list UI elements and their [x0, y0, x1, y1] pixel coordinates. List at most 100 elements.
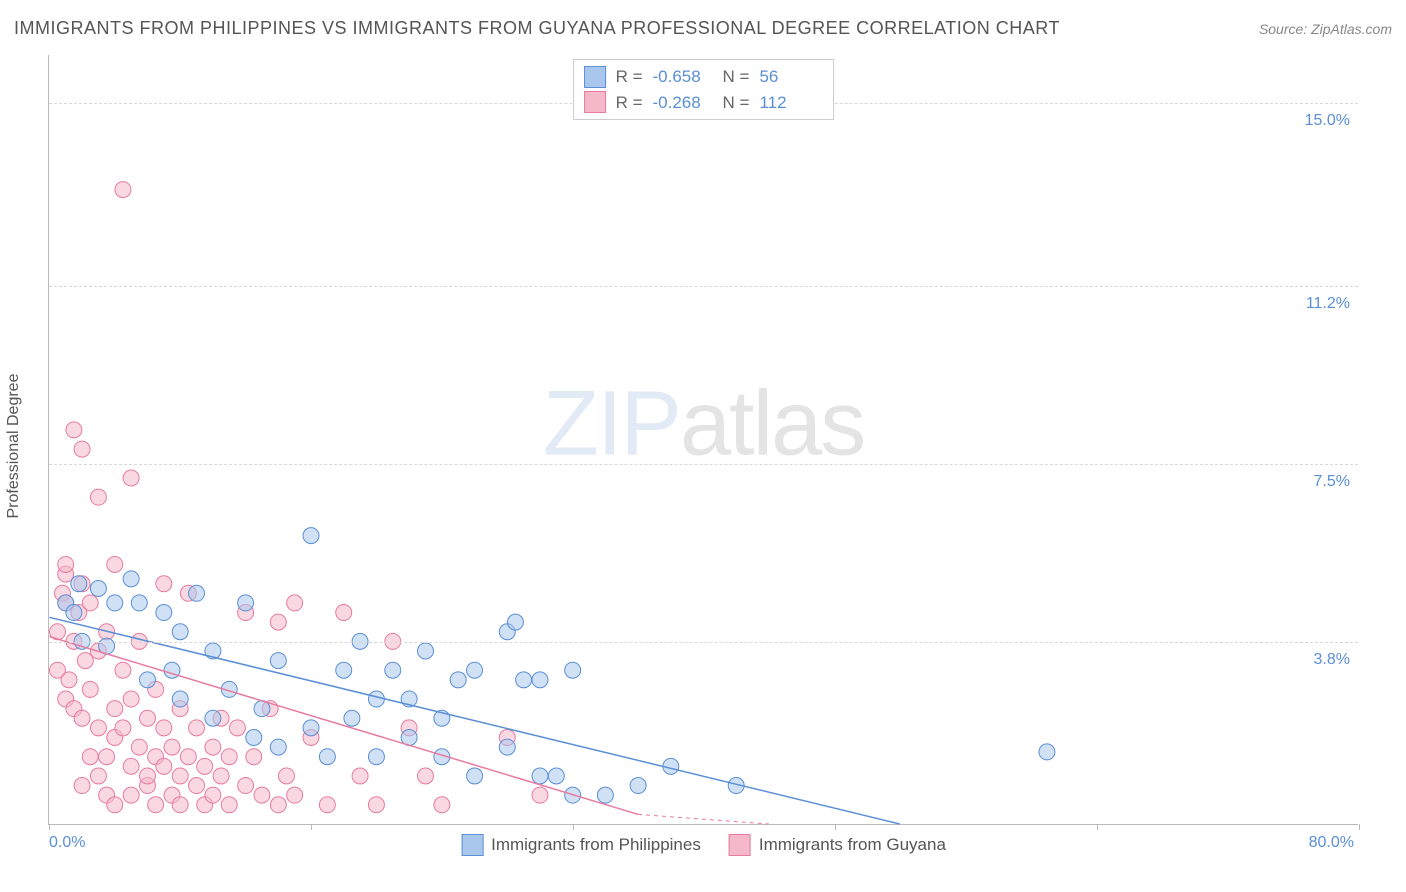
data-point: [532, 787, 548, 803]
data-point: [205, 739, 221, 755]
legend-item-philippines: Immigrants from Philippines: [461, 834, 701, 856]
r-value-philippines: -0.658: [653, 64, 713, 90]
scatter-svg: [49, 55, 1358, 824]
data-point: [61, 672, 77, 688]
r-label: R =: [616, 64, 643, 90]
legend-label-philippines: Immigrants from Philippines: [491, 835, 701, 855]
data-point: [172, 797, 188, 813]
data-point: [238, 595, 254, 611]
data-point: [565, 662, 581, 678]
data-point: [189, 720, 205, 736]
data-point: [467, 768, 483, 784]
data-point: [82, 749, 98, 765]
data-point: [66, 422, 82, 438]
data-point: [597, 787, 613, 803]
data-point: [90, 720, 106, 736]
data-point: [213, 768, 229, 784]
data-point: [205, 787, 221, 803]
x-tick-label: 80.0%: [1309, 834, 1354, 852]
data-point: [139, 710, 155, 726]
swatch-philippines: [461, 834, 483, 856]
data-point: [123, 571, 139, 587]
r-label: R =: [616, 90, 643, 116]
data-point: [532, 672, 548, 688]
n-label: N =: [723, 90, 750, 116]
data-point: [303, 720, 319, 736]
data-point: [74, 778, 90, 794]
x-tick: [573, 824, 574, 830]
correlation-legend: R = -0.658 N = 56 R = -0.268 N = 112: [573, 59, 835, 120]
y-tick-label: 11.2%: [1306, 295, 1350, 313]
data-point: [270, 739, 286, 755]
data-point: [115, 662, 131, 678]
data-point: [197, 758, 213, 774]
title-bar: IMMIGRANTS FROM PHILIPPINES VS IMMIGRANT…: [14, 18, 1392, 39]
data-point: [319, 797, 335, 813]
swatch-guyana: [729, 834, 751, 856]
data-point: [417, 768, 433, 784]
data-point: [368, 797, 384, 813]
data-point: [131, 739, 147, 755]
data-point: [180, 749, 196, 765]
data-point: [287, 595, 303, 611]
data-point: [156, 720, 172, 736]
x-tick: [1359, 824, 1360, 830]
data-point: [107, 797, 123, 813]
data-point: [336, 662, 352, 678]
data-point: [90, 768, 106, 784]
r-value-guyana: -0.268: [653, 90, 713, 116]
data-point: [66, 605, 82, 621]
plot-area: ZIPatlas R = -0.658 N = 56 R = -0.268 N …: [48, 55, 1358, 825]
data-point: [164, 739, 180, 755]
legend-label-guyana: Immigrants from Guyana: [759, 835, 946, 855]
y-tick-label: 15.0%: [1305, 112, 1350, 130]
data-point: [516, 672, 532, 688]
data-point: [156, 758, 172, 774]
data-point: [99, 749, 115, 765]
data-point: [532, 768, 548, 784]
data-point: [221, 749, 237, 765]
data-point: [71, 576, 87, 592]
y-tick-label: 3.8%: [1314, 651, 1350, 669]
y-axis-title: Professional Degree: [5, 374, 23, 519]
data-point: [148, 797, 164, 813]
data-point: [90, 489, 106, 505]
data-point: [270, 797, 286, 813]
data-point: [58, 556, 74, 572]
data-point: [123, 787, 139, 803]
series-legend: Immigrants from Philippines Immigrants f…: [461, 834, 946, 856]
data-point: [368, 691, 384, 707]
data-point: [303, 528, 319, 544]
data-point: [131, 595, 147, 611]
x-tick: [1097, 824, 1098, 830]
data-point: [90, 581, 106, 597]
data-point: [123, 758, 139, 774]
data-point: [434, 797, 450, 813]
data-point: [74, 441, 90, 457]
data-point: [172, 691, 188, 707]
data-point: [270, 653, 286, 669]
x-tick: [311, 824, 312, 830]
data-point: [123, 470, 139, 486]
gridline: [49, 286, 1358, 287]
data-point: [246, 729, 262, 745]
data-point: [507, 614, 523, 630]
swatch-philippines: [584, 66, 606, 88]
data-point: [499, 739, 515, 755]
data-point: [278, 768, 294, 784]
gridline: [49, 642, 1358, 643]
data-point: [352, 768, 368, 784]
data-point: [156, 605, 172, 621]
data-point: [107, 556, 123, 572]
data-point: [287, 787, 303, 803]
data-point: [417, 643, 433, 659]
data-point: [107, 701, 123, 717]
data-point: [156, 576, 172, 592]
data-point: [246, 749, 262, 765]
chart-title: IMMIGRANTS FROM PHILIPPINES VS IMMIGRANT…: [14, 18, 1060, 39]
data-point: [270, 614, 286, 630]
data-point: [107, 595, 123, 611]
data-point: [450, 672, 466, 688]
data-point: [221, 797, 237, 813]
data-point: [336, 605, 352, 621]
